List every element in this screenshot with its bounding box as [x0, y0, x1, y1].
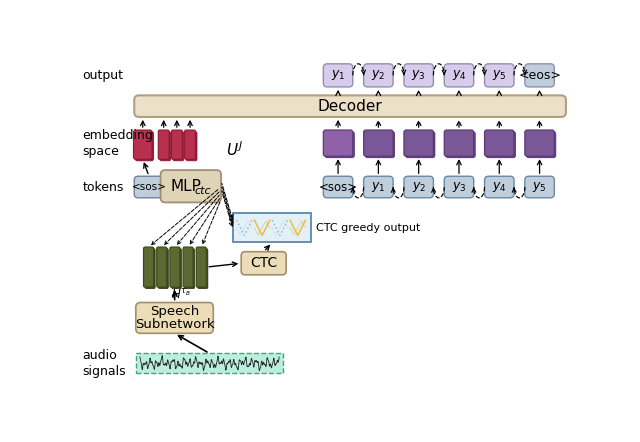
Text: $y_1$: $y_1$ [331, 69, 346, 82]
FancyBboxPatch shape [444, 176, 474, 198]
Text: embedding
space: embedding space [83, 130, 153, 158]
FancyBboxPatch shape [145, 248, 155, 289]
FancyBboxPatch shape [446, 132, 476, 158]
FancyBboxPatch shape [525, 130, 554, 156]
Text: <eos>: <eos> [518, 69, 561, 82]
Text: $H^{\tau_B}$: $H^{\tau_B}$ [171, 288, 191, 302]
FancyBboxPatch shape [161, 170, 221, 202]
FancyBboxPatch shape [198, 248, 208, 289]
FancyBboxPatch shape [365, 132, 395, 158]
FancyBboxPatch shape [134, 130, 152, 159]
Text: output: output [83, 69, 124, 82]
Text: tokens: tokens [83, 180, 124, 194]
FancyBboxPatch shape [404, 64, 433, 87]
FancyBboxPatch shape [527, 132, 556, 158]
FancyBboxPatch shape [525, 64, 554, 87]
FancyBboxPatch shape [172, 248, 182, 289]
Text: $y_4$: $y_4$ [452, 69, 467, 82]
Text: <sos>: <sos> [132, 182, 166, 192]
FancyBboxPatch shape [170, 247, 180, 287]
FancyBboxPatch shape [404, 130, 433, 156]
Text: $y_3$: $y_3$ [452, 180, 467, 194]
FancyBboxPatch shape [525, 176, 554, 198]
FancyBboxPatch shape [484, 130, 514, 156]
Text: CTC greedy output: CTC greedy output [316, 223, 420, 233]
FancyBboxPatch shape [484, 64, 514, 87]
FancyBboxPatch shape [444, 130, 474, 156]
FancyBboxPatch shape [196, 247, 206, 287]
FancyBboxPatch shape [484, 176, 514, 198]
Text: CTC: CTC [250, 256, 277, 270]
FancyBboxPatch shape [323, 176, 353, 198]
FancyBboxPatch shape [160, 132, 171, 161]
FancyBboxPatch shape [134, 95, 566, 117]
Text: $U^J$: $U^J$ [226, 141, 243, 160]
Text: ctc: ctc [194, 186, 211, 196]
FancyBboxPatch shape [364, 176, 393, 198]
FancyBboxPatch shape [173, 132, 184, 161]
FancyBboxPatch shape [183, 247, 193, 287]
FancyBboxPatch shape [157, 247, 167, 287]
FancyBboxPatch shape [364, 130, 393, 156]
Text: $y_5$: $y_5$ [532, 180, 547, 194]
Text: $y_1$: $y_1$ [371, 180, 385, 194]
Text: $y_2$: $y_2$ [412, 180, 426, 194]
FancyBboxPatch shape [406, 132, 435, 158]
FancyBboxPatch shape [158, 130, 169, 159]
FancyBboxPatch shape [323, 64, 353, 87]
FancyBboxPatch shape [184, 130, 195, 159]
Bar [234, 213, 311, 243]
Text: Subnetwork: Subnetwork [135, 318, 214, 331]
Bar [136, 353, 283, 373]
FancyBboxPatch shape [172, 130, 182, 159]
FancyBboxPatch shape [444, 64, 474, 87]
Text: $y_3$: $y_3$ [412, 69, 426, 82]
FancyBboxPatch shape [158, 248, 168, 289]
FancyBboxPatch shape [323, 130, 353, 156]
FancyBboxPatch shape [186, 132, 197, 161]
Text: MLP: MLP [171, 179, 202, 194]
FancyBboxPatch shape [136, 302, 213, 333]
FancyBboxPatch shape [325, 132, 355, 158]
FancyBboxPatch shape [364, 64, 393, 87]
Text: Speech: Speech [150, 305, 199, 318]
Text: $y_4$: $y_4$ [492, 180, 507, 194]
Text: $y_5$: $y_5$ [492, 69, 506, 82]
FancyBboxPatch shape [486, 132, 516, 158]
Text: $y_2$: $y_2$ [371, 69, 385, 82]
FancyBboxPatch shape [184, 248, 195, 289]
FancyBboxPatch shape [404, 176, 433, 198]
FancyBboxPatch shape [135, 132, 154, 161]
Text: <sos>: <sos> [319, 180, 358, 194]
FancyBboxPatch shape [241, 251, 286, 275]
FancyBboxPatch shape [143, 247, 154, 287]
Text: Decoder: Decoder [317, 99, 383, 114]
Text: audio
signals: audio signals [83, 349, 126, 378]
FancyBboxPatch shape [134, 176, 164, 198]
